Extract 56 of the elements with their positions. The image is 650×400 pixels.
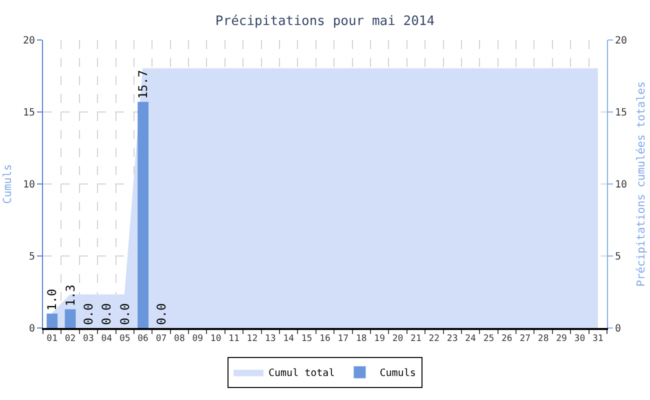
data-label: 0.0 [100, 303, 114, 325]
x-tick-label: 18 [356, 334, 367, 344]
x-tick-label: 27 [520, 334, 531, 344]
x-tick-label: 08 [174, 334, 185, 344]
legend-label: Cumuls [380, 368, 416, 380]
y-axis-title: Cumuls [1, 164, 14, 204]
bar [138, 102, 149, 328]
y2-tick-label: 20 [615, 36, 628, 46]
x-tick-label: 15 [301, 334, 312, 344]
y-tick-label: 5 [28, 252, 35, 262]
x-tick-label: 25 [483, 334, 494, 344]
x-tick-label: 21 [410, 334, 422, 344]
y2-tick-label: 15 [615, 108, 628, 118]
x-tick-label: 14 [283, 334, 294, 344]
x-tick-label: 05 [119, 334, 130, 344]
x-tick-label: 20 [392, 334, 404, 344]
x-tick-label: 31 [592, 334, 604, 344]
x-tick-label: 22 [428, 334, 440, 344]
data-label: 15.7 [136, 70, 150, 99]
x-tick-label: 16 [320, 334, 330, 344]
x-tick-label: 26 [502, 334, 512, 344]
x-tick-label: 02 [64, 334, 76, 344]
y2-tick-label: 0 [615, 324, 622, 334]
bar [64, 309, 76, 328]
y2-tick-label: 5 [615, 252, 622, 262]
x-tick-label: 30 [574, 334, 586, 344]
x-tick-label: 13 [265, 334, 276, 344]
x-tick-label: 11 [228, 334, 240, 344]
x-tick-label: 03 [83, 334, 94, 344]
y2-tick-label: 10 [615, 180, 628, 190]
data-label: 0.0 [81, 303, 96, 325]
bar [46, 314, 58, 328]
y-tick-label: 10 [22, 180, 35, 190]
x-tick-label: 19 [374, 334, 385, 344]
legend-label: Cumul total [268, 368, 335, 380]
x-tick-label: 09 [192, 334, 204, 344]
x-tick-label: 10 [210, 334, 222, 344]
x-tick-label: 24 [465, 334, 476, 344]
x-tick-label: 17 [338, 334, 349, 344]
data-label: 1.3 [63, 284, 78, 306]
y-tick-label: 0 [28, 324, 35, 334]
chart-title: Précipitations pour mai 2014 [215, 14, 435, 30]
data-label: 0.0 [118, 303, 132, 325]
x-tick-label: 06 [138, 334, 148, 344]
x-tick-label: 04 [101, 334, 112, 344]
x-tick-label: 01 [46, 334, 58, 344]
x-tick-label: 12 [246, 334, 258, 344]
x-tick-label: 28 [538, 334, 549, 344]
data-label: 1.0 [45, 288, 60, 311]
y-tick-label: 15 [22, 108, 35, 118]
data-label: 0.0 [154, 303, 168, 325]
y-tick-label: 20 [22, 36, 35, 46]
x-tick-label: 23 [446, 334, 458, 344]
x-tick-label: 07 [156, 334, 167, 344]
x-tick-label: 29 [556, 334, 567, 344]
y2-axis-title: Précipitations cumulées totales [634, 81, 648, 287]
